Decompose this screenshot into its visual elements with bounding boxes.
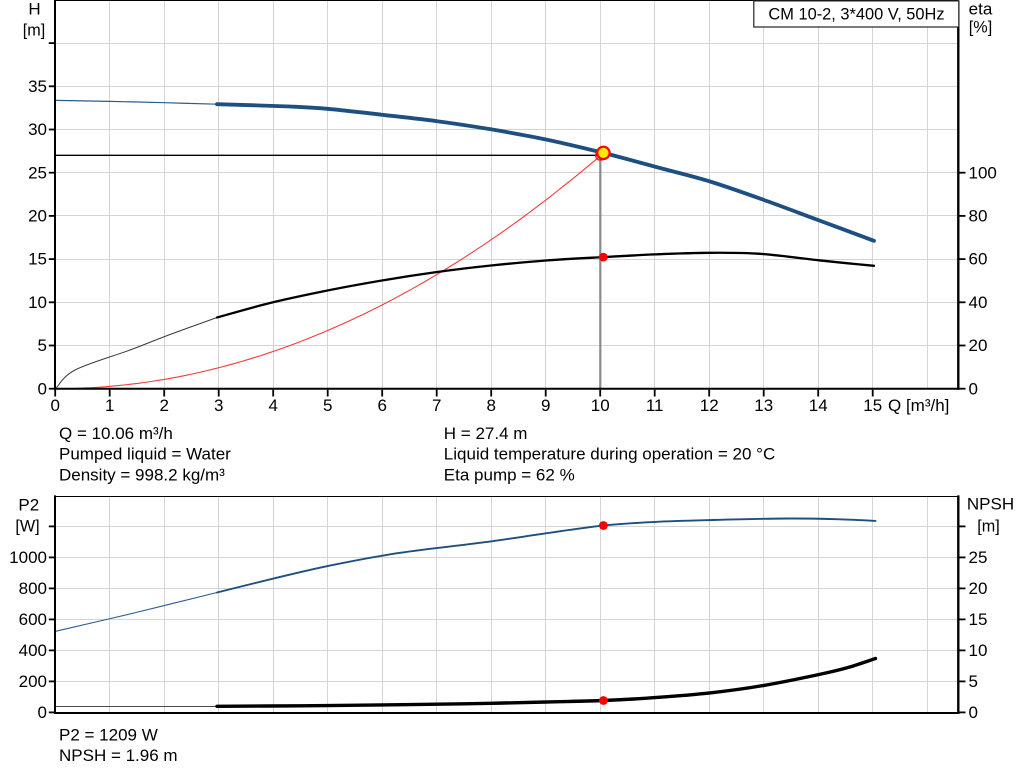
svg-text:0: 0 <box>969 703 978 722</box>
svg-text:80: 80 <box>969 207 988 226</box>
svg-text:H: H <box>28 0 40 19</box>
svg-text:20: 20 <box>969 336 988 355</box>
svg-text:Q [m³/h]: Q [m³/h] <box>888 396 949 415</box>
svg-text:3: 3 <box>214 396 223 415</box>
svg-text:10: 10 <box>28 293 47 312</box>
svg-text:15: 15 <box>863 396 882 415</box>
svg-text:4: 4 <box>268 396 277 415</box>
svg-text:CM 10-2, 3*400 V, 50Hz: CM 10-2, 3*400 V, 50Hz <box>768 5 944 23</box>
svg-text:9: 9 <box>541 396 550 415</box>
svg-text:eta: eta <box>969 0 993 19</box>
svg-text:6: 6 <box>377 396 386 415</box>
svg-text:[W]: [W] <box>15 518 39 536</box>
svg-text:Eta pump = 62 %: Eta pump = 62 % <box>444 465 575 484</box>
svg-text:200: 200 <box>19 672 47 691</box>
svg-text:2: 2 <box>159 396 168 415</box>
svg-text:H = 27.4 m: H = 27.4 m <box>444 424 528 443</box>
svg-text:400: 400 <box>19 641 47 660</box>
svg-text:5: 5 <box>323 396 332 415</box>
svg-text:10: 10 <box>591 396 610 415</box>
svg-text:20: 20 <box>969 579 988 598</box>
svg-text:25: 25 <box>969 548 988 567</box>
svg-text:8: 8 <box>486 396 495 415</box>
svg-text:Liquid temperature during oper: Liquid temperature during operation = 20… <box>444 445 775 464</box>
svg-text:7: 7 <box>432 396 441 415</box>
svg-text:12: 12 <box>700 396 719 415</box>
svg-text:Density = 998.2 kg/m³: Density = 998.2 kg/m³ <box>59 465 225 484</box>
svg-text:40: 40 <box>969 293 988 312</box>
svg-text:25: 25 <box>28 163 47 182</box>
svg-text:11: 11 <box>646 396 664 415</box>
svg-text:[%]: [%] <box>969 18 992 36</box>
svg-text:0: 0 <box>969 379 978 398</box>
svg-text:600: 600 <box>19 610 47 629</box>
svg-text:NPSH: NPSH <box>967 495 1014 514</box>
svg-text:Q = 10.06 m³/h: Q = 10.06 m³/h <box>59 424 173 443</box>
svg-text:0: 0 <box>38 379 47 398</box>
svg-text:0: 0 <box>38 703 47 722</box>
svg-text:[m]: [m] <box>23 22 45 40</box>
svg-text:800: 800 <box>19 579 47 598</box>
svg-text:0: 0 <box>50 396 59 415</box>
svg-text:NPSH = 1.96 m: NPSH = 1.96 m <box>59 746 178 765</box>
svg-text:[m]: [m] <box>977 518 999 536</box>
svg-text:35: 35 <box>28 77 47 96</box>
svg-text:1000: 1000 <box>9 548 47 567</box>
svg-text:13: 13 <box>754 396 773 415</box>
svg-text:60: 60 <box>969 250 988 269</box>
svg-text:20: 20 <box>28 207 47 226</box>
svg-text:15: 15 <box>969 610 988 629</box>
svg-text:10: 10 <box>969 641 988 660</box>
svg-text:5: 5 <box>969 672 978 691</box>
svg-text:30: 30 <box>28 120 47 139</box>
svg-text:P2 = 1209 W: P2 = 1209 W <box>59 726 158 745</box>
svg-text:15: 15 <box>28 250 47 269</box>
svg-text:1: 1 <box>105 396 114 415</box>
svg-text:5: 5 <box>38 336 47 355</box>
svg-text:Pumped liquid = Water: Pumped liquid = Water <box>59 445 231 464</box>
svg-text:14: 14 <box>809 396 828 415</box>
svg-text:P2: P2 <box>18 496 39 515</box>
svg-text:100: 100 <box>969 163 997 182</box>
